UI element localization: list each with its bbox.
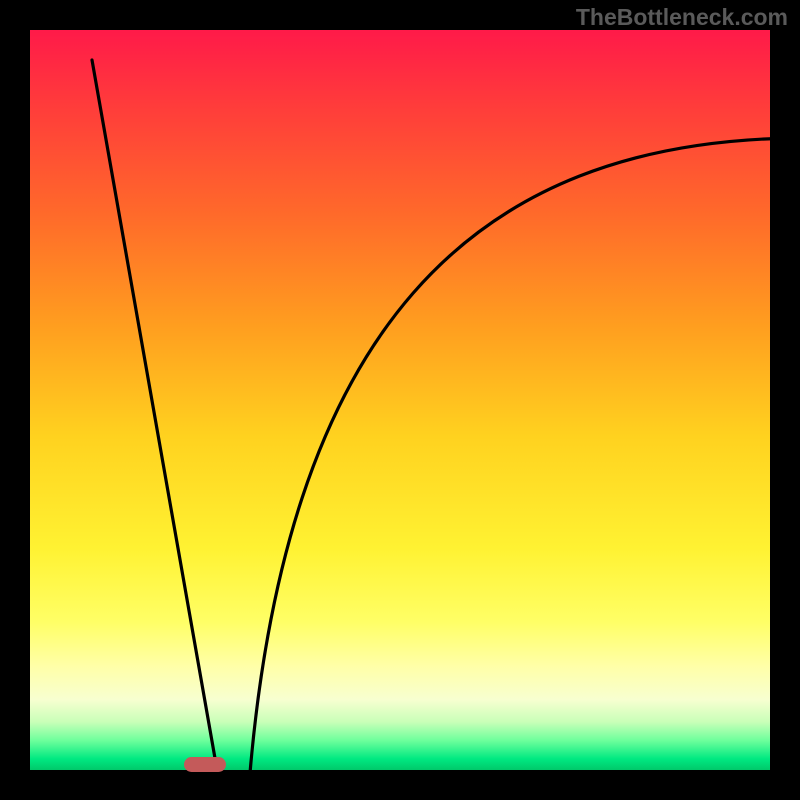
- right-recovery-curve: [248, 138, 800, 798]
- curve-overlay: [30, 30, 800, 800]
- left-descent-line: [92, 60, 222, 798]
- chart-container: TheBottleneck.com: [0, 0, 800, 800]
- watermark-text: TheBottleneck.com: [576, 4, 788, 31]
- plot-area: [30, 30, 770, 770]
- optimal-marker: [184, 757, 226, 772]
